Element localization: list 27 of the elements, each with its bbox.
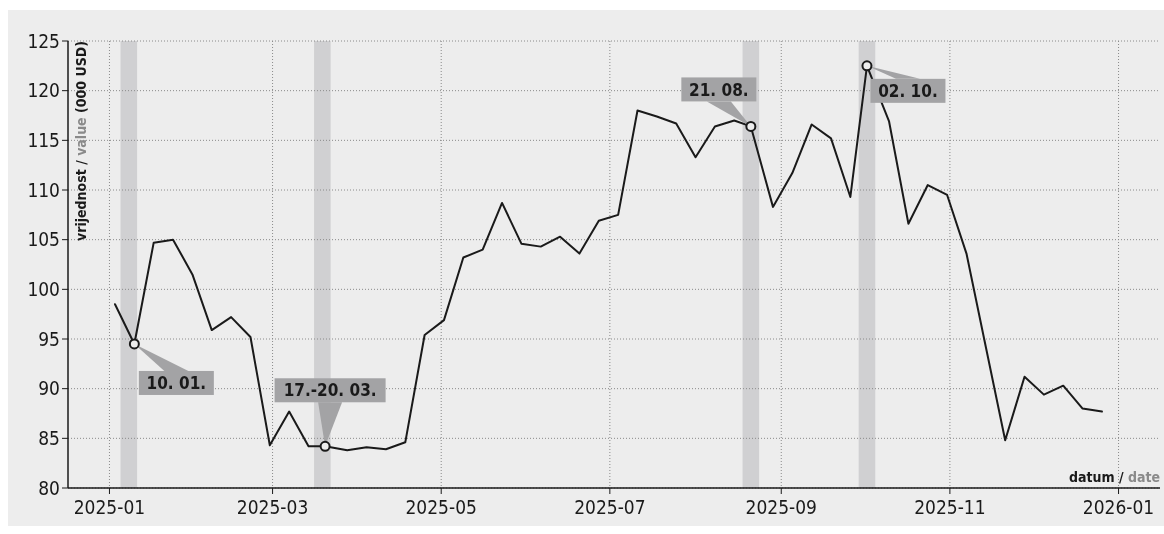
y-tick-label: 125 xyxy=(27,29,60,52)
y-tick-label: 115 xyxy=(27,128,60,151)
y-tick-label: 80 xyxy=(38,476,60,499)
annotation: 17.-20. 03. xyxy=(283,380,377,401)
point xyxy=(745,120,757,132)
point xyxy=(128,338,140,350)
y-tick-label: 100 xyxy=(27,277,60,300)
point xyxy=(861,60,873,72)
annotation: 02. 10. xyxy=(878,80,938,101)
y-tick-label: 90 xyxy=(38,377,60,400)
x-tick-label: 2025-11 xyxy=(914,496,986,518)
y-tick-label: 95 xyxy=(38,327,60,350)
x-tick-label: 2025-05 xyxy=(405,496,477,518)
x-tick-label: 2026-01 xyxy=(1082,496,1155,518)
x-tick-label: 2025-01 xyxy=(73,496,146,518)
x-tick-label: 2025-03 xyxy=(236,496,309,518)
y-axis-title: vrijednost / value (000 USD) xyxy=(73,41,89,241)
x-tick-label: 2025-07 xyxy=(574,496,646,518)
point xyxy=(319,440,331,452)
annotation: 10. 01. xyxy=(146,373,207,394)
y-tick-label: 105 xyxy=(27,228,60,251)
y-tick-label: 120 xyxy=(27,79,60,102)
x-axis-title: datum / date xyxy=(1068,469,1160,485)
annotation: 21. 08. xyxy=(689,79,749,100)
x-tick-label: 2025-09 xyxy=(745,496,817,518)
y-tick-label: 85 xyxy=(38,426,60,449)
y-tick-label: 110 xyxy=(27,178,60,201)
